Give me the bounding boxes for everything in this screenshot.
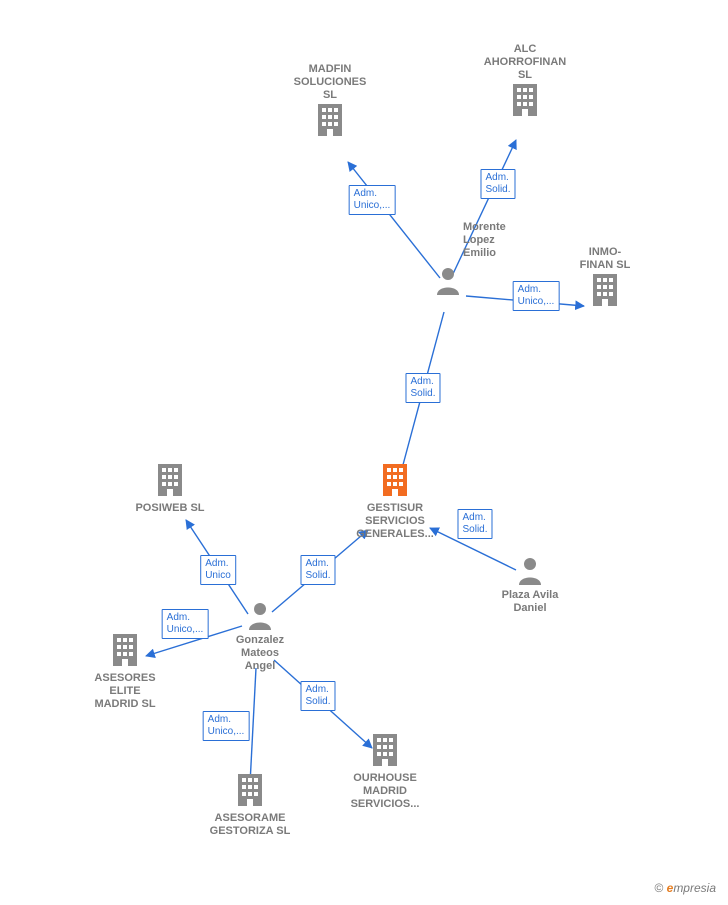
node-ourhouse[interactable]: OURHOUSE MADRID SERVICIOS... xyxy=(330,732,440,811)
edge-label-gonzalez-asesorame: Adm. Unico,... xyxy=(203,711,250,741)
edge-label-plaza-gestisur: Adm. Solid. xyxy=(457,509,492,539)
node-label: OURHOUSE MADRID SERVICIOS... xyxy=(330,772,440,811)
node-label: Plaza Avila Daniel xyxy=(475,589,585,615)
node-label: ASESORES ELITE MADRID SL xyxy=(70,672,180,711)
node-posiweb[interactable]: POSIWEB SL xyxy=(115,462,225,515)
node-label: GESTISUR SERVICIOS GENERALES... xyxy=(340,502,450,541)
node-morente[interactable]: Morente Lopez Emilio xyxy=(393,265,503,300)
node-label: INMO- FINAN SL xyxy=(550,246,660,272)
edge-morente-madfin xyxy=(348,162,440,278)
node-label: ALC AHORROFINAN SL xyxy=(470,43,580,82)
edge-label-morente-alc: Adm. Solid. xyxy=(480,169,515,199)
brand-rest: mpresia xyxy=(673,881,716,895)
node-asesorame[interactable]: ASESORAME GESTORIZA SL xyxy=(195,772,305,838)
edge-gonzalez-asesorame xyxy=(250,668,256,784)
node-label: POSIWEB SL xyxy=(115,502,225,515)
node-label: Morente Lopez Emilio xyxy=(463,221,533,260)
edge-label-gonzalez-posiweb: Adm. Unico xyxy=(200,555,236,585)
node-plaza[interactable]: Plaza Avila Daniel xyxy=(475,555,585,615)
edge-label-morente-madfin: Adm. Unico,... xyxy=(349,185,396,215)
edge-label-morente-inmofinan: Adm. Unico,... xyxy=(513,281,560,311)
copyright: © empresia xyxy=(654,881,716,895)
node-inmofinan[interactable]: INMO- FINAN SL xyxy=(550,242,660,308)
node-gestisur[interactable]: GESTISUR SERVICIOS GENERALES... xyxy=(340,462,450,541)
node-madfin[interactable]: MADFIN SOLUCIONES SL xyxy=(275,59,385,138)
node-label: Gonzalez Mateos Angel xyxy=(205,634,315,673)
copyright-symbol: © xyxy=(654,881,663,895)
node-label: MADFIN SOLUCIONES SL xyxy=(275,63,385,102)
node-asesores[interactable]: ASESORES ELITE MADRID SL xyxy=(70,632,180,711)
edge-label-gonzalez-ourhouse: Adm. Solid. xyxy=(300,681,335,711)
node-alc[interactable]: ALC AHORROFINAN SL xyxy=(470,39,580,118)
node-gonzalez[interactable]: Gonzalez Mateos Angel xyxy=(205,600,315,673)
edge-label-gonzalez-gestisur: Adm. Solid. xyxy=(300,555,335,585)
node-label: ASESORAME GESTORIZA SL xyxy=(195,812,305,838)
edge-label-gonzalez-asesores: Adm. Unico,... xyxy=(162,609,209,639)
edge-label-morente-gestisur: Adm. Solid. xyxy=(405,373,440,403)
